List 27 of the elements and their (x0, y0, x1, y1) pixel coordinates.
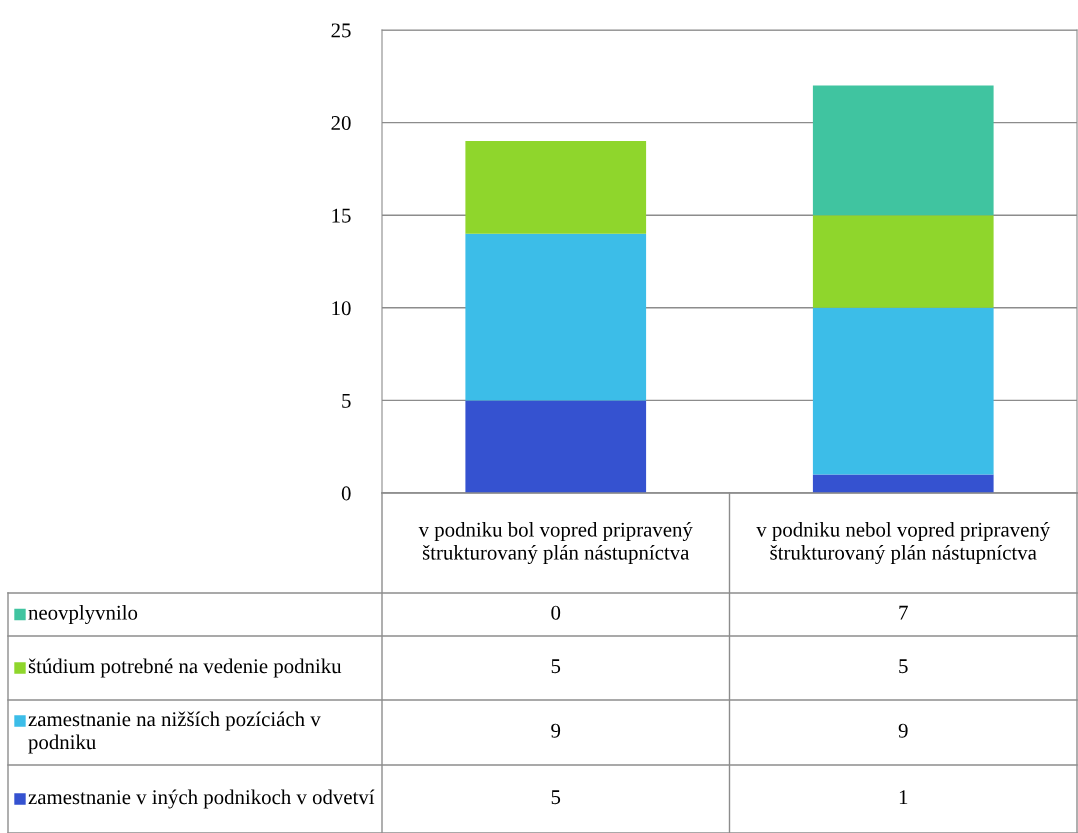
y-tick-label: 20 (331, 115, 351, 131)
data-label: 0 (551, 605, 561, 620)
bar (465, 400, 647, 493)
x-tick-label: v podniku bol vopred pripravený štrukturovaný plán nástupníctva (418, 522, 693, 564)
bar (465, 141, 647, 234)
data-label: 5 (551, 790, 561, 805)
data-label: 5 (551, 659, 561, 674)
y-tick-label: 25 (331, 23, 351, 38)
legend-label: štúdium potrebné na vedenie podniku (28, 658, 342, 678)
legend-label: neovplyvnilo (28, 605, 138, 624)
bar (812, 474, 994, 493)
x-tick-label: v podniku nebol vopred pripravený štrukturovaný plán nástupníctva (756, 522, 1051, 564)
data-label: 7 (899, 605, 908, 620)
bar (812, 85, 994, 216)
legend-label: zamestnanie na nižších pozíciách v podniku (28, 711, 321, 754)
data-label: 1 (899, 790, 908, 805)
data-label: 9 (551, 723, 561, 738)
bar (465, 233, 647, 401)
data-label: 5 (899, 659, 908, 674)
y-tick-label: 10 (332, 301, 351, 316)
data-label: 9 (898, 723, 908, 738)
y-tick-label: 5 (342, 393, 351, 408)
bar (812, 307, 994, 475)
legend-label: zamestnanie v iných podnikoch v odvetví (28, 789, 375, 809)
y-tick-label: 0 (341, 486, 351, 501)
bar (812, 215, 994, 308)
y-tick-label: 15 (332, 208, 351, 223)
